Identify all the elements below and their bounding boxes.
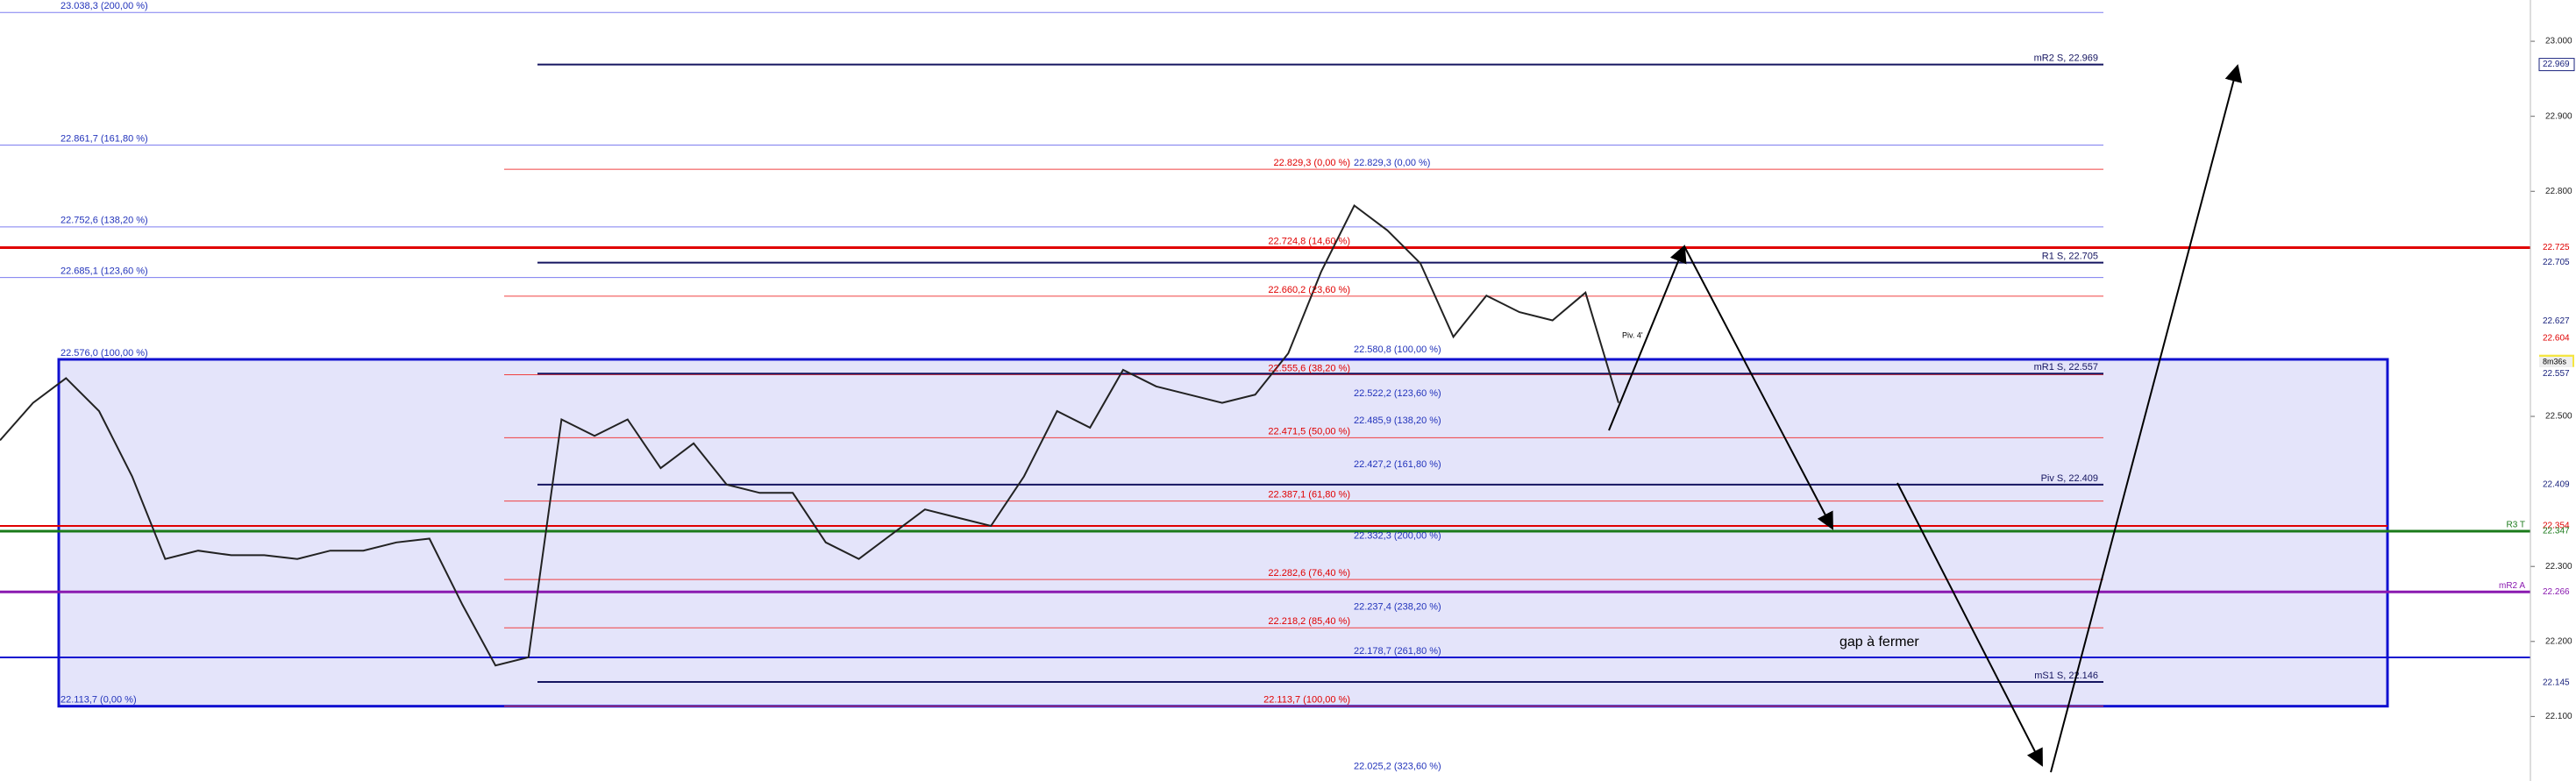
price-marker: 22.266 (2543, 587, 2570, 597)
fib-label: 22.427,2 (161,80 %) (1354, 459, 1441, 470)
projection-arrows (1608, 64, 2243, 773)
pivot-label: mR1 S, 22.557 (2034, 362, 2098, 373)
fib-label: 22.576,0 (100,00 %) (60, 348, 148, 359)
price-marker: 22.627 (2543, 316, 2570, 326)
price-marker: 22.347 (2543, 527, 2570, 536)
y-tick-label: 22.500 (2545, 412, 2572, 422)
fib-label: 22.113,7 (100,00 %) (1263, 695, 1350, 706)
pivot-label: mR2 S, 22.969 (2034, 53, 2098, 64)
fib-label: 22.522,2 (123,60 %) (1354, 388, 1441, 399)
fib-label: 22.025,2 (323,60 %) (1354, 761, 1441, 771)
pivot-label: R1 S, 22.705 (2042, 251, 2098, 261)
fib-label: 22.471,5 (50,00 %) (1268, 426, 1350, 437)
fib-label: 22.282,6 (76,40 %) (1268, 568, 1350, 579)
range-box (57, 358, 2389, 708)
price-marker: 22.969 (2543, 60, 2570, 69)
pivot-label: mS1 S, 22.146 (2034, 671, 2098, 681)
y-tick-label: 22.100 (2545, 712, 2572, 721)
fib-label: 22.485,9 (138,20 %) (1354, 415, 1441, 426)
arrow (1608, 245, 1687, 431)
fib-label: 22.580,8 (100,00 %) (1354, 344, 1441, 355)
price-marker: 22.145 (2543, 678, 2570, 688)
arrow (1896, 482, 2043, 767)
fib-label: 22.387,1 (61,80 %) (1268, 490, 1350, 501)
fib-label: 22.237,4 (238,20 %) (1354, 602, 1441, 613)
price-marker: 22.725 (2543, 243, 2570, 252)
fib-label: 22.555,6 (38,20 %) (1268, 363, 1350, 373)
fib-label: 22.861,7 (161,80 %) (60, 133, 148, 144)
fib-label: 23.038,3 (200,00 %) (60, 1, 148, 11)
fib-label: 22.752,6 (138,20 %) (60, 216, 148, 226)
fib-label: 22.724,8 (14,60 %) (1268, 237, 1350, 247)
gap-annotation: gap à fermer (1839, 635, 1919, 650)
price-line (0, 203, 1619, 667)
y-tick-label: 23.000 (2545, 37, 2572, 46)
pivot-annotation: Piv. 4' (1622, 330, 1643, 339)
price-marker: 22.705 (2543, 258, 2570, 267)
level-tag: mR2 A (2499, 581, 2525, 591)
price-box (2538, 58, 2575, 72)
fib-label: 22.829,3 (0,00 %) (1274, 158, 1350, 168)
arrow (1683, 245, 1833, 530)
fib-label: 22.113,7 (0,00 %) (60, 695, 137, 706)
fib-label: 22.829,3 (0,00 %) (1354, 158, 1430, 168)
price-marker: 22.557 (2543, 369, 2570, 379)
timer-box (2539, 357, 2572, 367)
arrow (2050, 64, 2243, 773)
fib-label: 22.178,7 (261,80 %) (1354, 646, 1441, 657)
price-marker: 22.354 (2543, 522, 2570, 531)
y-tick-label: 22.200 (2545, 636, 2572, 646)
y-tick-label: 22.900 (2545, 111, 2572, 121)
fib-label: 22.218,2 (85,40 %) (1268, 616, 1350, 627)
timer: 8m36s (2543, 357, 2567, 366)
level-tag: R3 T (2507, 521, 2526, 530)
fib-label: 22.685,1 (123,60 %) (60, 266, 148, 277)
price-marker: 22.409 (2543, 480, 2570, 490)
fib-label: 22.660,2 (23,60 %) (1268, 285, 1350, 295)
pivot-label: Piv S, 22.409 (2041, 473, 2098, 484)
y-tick-label: 22.300 (2545, 562, 2572, 572)
fib-label: 22.332,3 (200,00 %) (1354, 530, 1441, 541)
y-tick-label: 22.800 (2545, 187, 2572, 196)
price-marker: 22.604 (2543, 334, 2570, 344)
